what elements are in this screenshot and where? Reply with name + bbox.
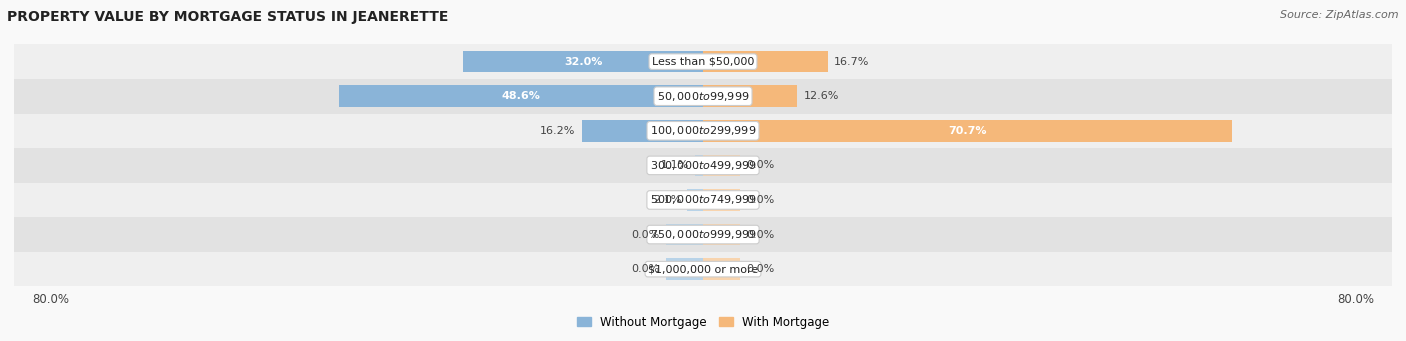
- Text: Less than $50,000: Less than $50,000: [652, 57, 754, 66]
- Bar: [14, 183, 1392, 217]
- Text: $300,000 to $499,999: $300,000 to $499,999: [650, 159, 756, 172]
- Text: $750,000 to $999,999: $750,000 to $999,999: [650, 228, 756, 241]
- Text: PROPERTY VALUE BY MORTGAGE STATUS IN JEANERETTE: PROPERTY VALUE BY MORTGAGE STATUS IN JEA…: [7, 10, 449, 24]
- Text: 0.0%: 0.0%: [747, 264, 775, 274]
- Bar: [14, 44, 1392, 79]
- Text: 80.0%: 80.0%: [32, 293, 69, 306]
- Text: 16.7%: 16.7%: [834, 57, 869, 66]
- Bar: [14, 79, 1392, 114]
- Text: 0.0%: 0.0%: [631, 229, 659, 240]
- Text: 70.7%: 70.7%: [949, 126, 987, 136]
- Text: 1.1%: 1.1%: [661, 160, 689, 170]
- Bar: [703, 189, 741, 211]
- Text: 2.1%: 2.1%: [652, 195, 682, 205]
- Bar: [703, 224, 741, 245]
- Text: $500,000 to $749,999: $500,000 to $749,999: [650, 193, 756, 206]
- Text: $50,000 to $99,999: $50,000 to $99,999: [657, 90, 749, 103]
- Bar: [339, 86, 703, 107]
- Bar: [582, 120, 703, 142]
- Bar: [703, 155, 741, 176]
- Bar: [703, 51, 828, 72]
- Text: Source: ZipAtlas.com: Source: ZipAtlas.com: [1281, 10, 1399, 20]
- Bar: [703, 120, 1233, 142]
- Bar: [665, 224, 703, 245]
- Text: 0.0%: 0.0%: [631, 264, 659, 274]
- Legend: Without Mortgage, With Mortgage: Without Mortgage, With Mortgage: [572, 311, 834, 334]
- Text: 16.2%: 16.2%: [540, 126, 575, 136]
- Bar: [688, 189, 703, 211]
- Bar: [14, 148, 1392, 183]
- Text: 32.0%: 32.0%: [564, 57, 602, 66]
- Bar: [695, 155, 703, 176]
- Text: 80.0%: 80.0%: [1337, 293, 1374, 306]
- Text: 0.0%: 0.0%: [747, 195, 775, 205]
- Text: $100,000 to $299,999: $100,000 to $299,999: [650, 124, 756, 137]
- Text: 12.6%: 12.6%: [803, 91, 839, 101]
- Bar: [665, 258, 703, 280]
- Bar: [14, 217, 1392, 252]
- Bar: [703, 86, 797, 107]
- Text: 48.6%: 48.6%: [502, 91, 540, 101]
- Bar: [464, 51, 703, 72]
- Text: 0.0%: 0.0%: [747, 229, 775, 240]
- Bar: [703, 258, 741, 280]
- Bar: [14, 252, 1392, 286]
- Text: 0.0%: 0.0%: [747, 160, 775, 170]
- Text: $1,000,000 or more: $1,000,000 or more: [648, 264, 758, 274]
- Bar: [14, 114, 1392, 148]
